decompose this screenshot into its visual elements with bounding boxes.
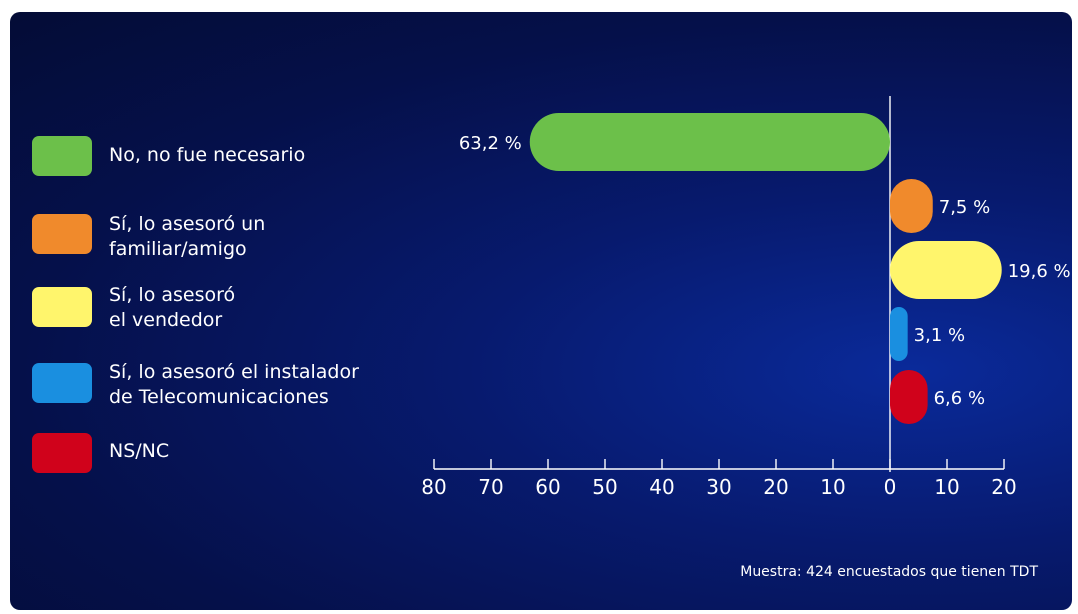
bar-value-label: 19,6 % [1008,261,1071,282]
bar [890,370,928,424]
x-tick-label: 20 [763,475,788,499]
legend-swatch [32,287,92,327]
bar-value-label: 3,1 % [914,325,965,346]
legend-label: Sí, lo asesoró un familiar/amigo [109,213,266,260]
bar-value-label: 6,6 % [934,388,985,409]
legend-label: Sí, lo asesoró el vendedor [109,284,236,331]
x-tick-label: 40 [649,475,674,499]
x-tick-label: 10 [934,475,959,499]
bar [890,179,933,233]
bar [890,307,908,361]
x-tick-label: 10 [820,475,845,499]
bar [890,241,1002,299]
x-tick-label: 20 [991,475,1016,499]
x-tick-label: 80 [421,475,446,499]
legend-label: No, no fue necesario [109,144,306,166]
legend-swatch [32,363,92,403]
bar-value-label: 63,2 % [459,133,522,154]
x-tick-label: 30 [706,475,731,499]
x-tick-label: 60 [535,475,560,499]
legend-swatch [32,136,92,176]
sample-footnote: Muestra: 424 encuestados que tienen TDT [740,564,1038,580]
x-tick-label: 70 [478,475,503,499]
bar-plot: 63,2 % 7,5 % 19,6 % 3,1 % 6,6 % 80 70 60 50 40 30 2… [421,96,1071,499]
chart-panel: No, no fue necesario Sí, lo asesoró un f… [10,12,1072,610]
legend-swatch [32,214,92,254]
x-tick-label: 0 [884,475,897,499]
legend-label: NS/NC [109,440,170,462]
legend-label: Sí, lo asesoró el instalador de Telecomu… [109,361,359,408]
bar-value-label: 7,5 % [939,197,990,218]
legend-swatch [32,433,92,473]
bar [529,113,890,171]
x-tick-label: 50 [592,475,617,499]
